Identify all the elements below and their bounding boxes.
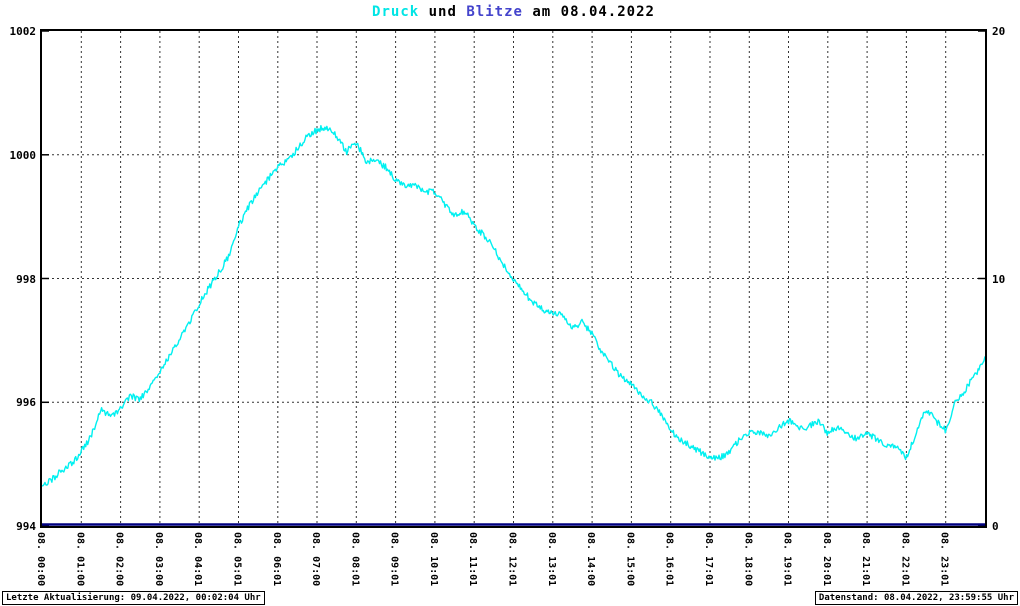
plot-svg [42, 31, 985, 526]
title-series-druck: Druck [372, 4, 420, 20]
title-date: am 08.04.2022 [522, 4, 655, 20]
status-last-update: Letzte Aktualisierung: 09.04.2022, 00:02… [2, 591, 265, 605]
x-axis-label: 08. 03:00 [152, 532, 164, 587]
x-axis-label: 08. 10:01 [427, 532, 439, 587]
status-datenstand: Datenstand: 08.04.2022, 23:59:55 Uhr [814, 591, 1018, 605]
x-axis-label: 08. 06:01 [270, 532, 282, 587]
y-axis-right-label: 0 [992, 520, 999, 533]
y-axis-left-label: 994 [16, 520, 36, 533]
x-axis-label: 08. 16:01 [663, 532, 675, 587]
x-axis-label: 08. 21:01 [860, 532, 872, 587]
y-axis-left-label: 1000 [9, 148, 37, 162]
x-axis-label: 08. 02:00 [113, 532, 125, 587]
y-axis-left-label: 996 [16, 396, 36, 410]
x-axis-label: 08. 14:00 [585, 532, 597, 587]
y-axis-right-label: 10 [992, 272, 1006, 286]
x-axis-label: 08. 20:01 [820, 532, 832, 587]
x-axis-label: 08. 17:01 [702, 532, 714, 587]
x-axis-label: 08. 12:01 [506, 532, 518, 587]
x-axis-label: 08. 09:01 [388, 532, 400, 587]
y-axis-left-label: 1002 [9, 25, 37, 38]
x-axis-label: 08. 23:01 [938, 532, 950, 587]
x-axis-label: 08. 19:01 [781, 532, 793, 587]
x-axis-label: 08. 00:00 [35, 532, 46, 587]
title-und: und [419, 4, 467, 20]
x-axis-label: 08. 13:01 [545, 532, 557, 587]
x-axis-label: 08. 15:00 [624, 532, 636, 587]
x-axis-label: 08. 04:01 [192, 532, 204, 587]
y-axis-right-label: 20 [992, 25, 1006, 38]
x-axis-label: 08. 11:01 [467, 532, 479, 587]
x-axis-label: 08. 18:00 [742, 532, 754, 587]
plot-area [40, 29, 987, 528]
x-axis-label: 08. 08:01 [349, 532, 361, 587]
title-series-blitze: Blitze [466, 4, 523, 20]
y-axis-left-label: 998 [16, 272, 36, 286]
x-axis-label: 08. 01:00 [74, 532, 86, 587]
chart-title: Druck und Blitze am 08.04.2022 [40, 4, 987, 20]
x-axis-label: 08. 05:01 [231, 532, 243, 587]
x-axis-label: 08. 07:00 [310, 532, 322, 587]
x-axis-label: 08. 22:01 [899, 532, 911, 587]
